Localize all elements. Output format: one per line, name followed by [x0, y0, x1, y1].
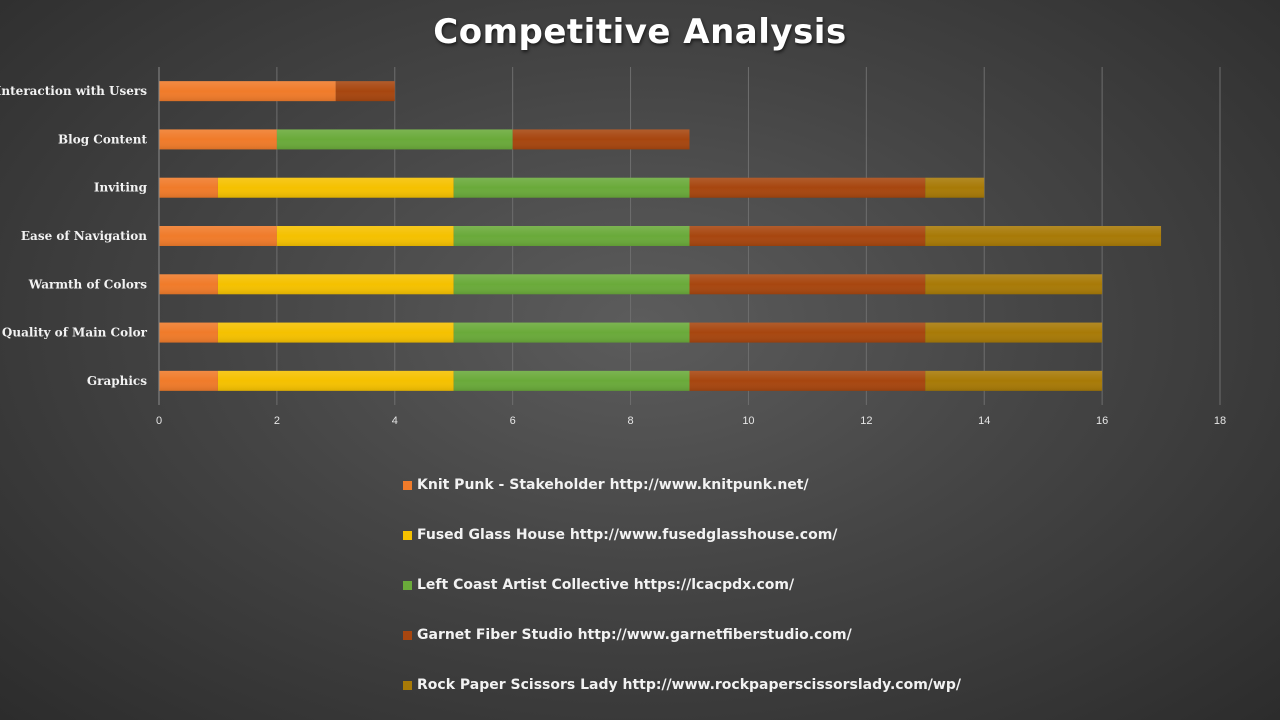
x-tick-label: 12: [860, 415, 872, 427]
bar-segment-shade: [217, 370, 454, 391]
x-tick-label: 6: [510, 415, 516, 427]
bar-segment-shade: [335, 81, 395, 102]
bar-segment-shade: [217, 322, 454, 343]
legend-item: Fused Glass House http://www.fusedglassh…: [403, 522, 961, 572]
bar-segment-shade: [925, 274, 1103, 295]
legend-swatch: [403, 481, 412, 490]
legend-swatch: [403, 631, 412, 640]
legend-item: Left Coast Artist Collective https://lca…: [403, 572, 961, 622]
bar-segment-shade: [689, 322, 926, 343]
category-label: Interaction with Users: [0, 84, 147, 98]
legend-label: Garnet Fiber Studio http://www.garnetfib…: [417, 627, 852, 643]
bar-segment-shade: [276, 129, 513, 150]
legend-item: Garnet Fiber Studio http://www.garnetfib…: [403, 622, 961, 672]
bar-segment-shade: [689, 226, 926, 246]
bar-segment-shade: [159, 129, 277, 150]
bar-segment-shade: [925, 226, 1162, 246]
bar-segment-shade: [276, 226, 454, 246]
bar-segment-shade: [217, 274, 454, 295]
legend-swatch: [403, 581, 412, 590]
legend-label: Left Coast Artist Collective https://lca…: [417, 577, 795, 593]
category-label: Blog Content: [58, 132, 147, 146]
x-tick-label: 0: [156, 415, 162, 427]
legend-label: Knit Punk - Stakeholder http://www.knitp…: [417, 477, 809, 493]
category-label: Inviting: [94, 181, 148, 195]
x-tick-label: 14: [978, 415, 990, 427]
legend: Knit Punk - Stakeholder http://www.knitp…: [403, 472, 961, 720]
bar-segment-shade: [925, 177, 985, 198]
x-tick-label: 16: [1096, 415, 1108, 427]
bar-segment-shade: [159, 226, 277, 246]
category-label: Warmth of Colors: [28, 277, 147, 291]
bar-segment-shade: [217, 177, 454, 198]
category-label: Quality of Main Color: [2, 326, 148, 340]
x-tick-label: 8: [627, 415, 633, 427]
x-tick-label: 10: [742, 415, 754, 427]
bar-segment-shade: [453, 177, 690, 198]
bar-segment-shade: [159, 370, 218, 391]
chart-title: Competitive Analysis: [433, 12, 847, 52]
bar-segment-shade: [159, 81, 336, 102]
bars: [159, 81, 1162, 391]
bar-segment-shade: [453, 274, 690, 295]
category-label: Graphics: [87, 374, 147, 388]
bar-segment-shade: [925, 322, 1103, 343]
bar-segment-shade: [689, 370, 926, 391]
bar-segment-shade: [159, 322, 218, 343]
bar-segment-shade: [453, 370, 690, 391]
x-tick-label: 18: [1214, 415, 1226, 427]
legend-swatch: [403, 531, 412, 540]
legend-item: Knit Punk - Stakeholder http://www.knitp…: [403, 472, 961, 522]
bar-segment-shade: [159, 274, 218, 295]
labels: 0 2 4 6 8 10 12 14 16 18 Interaction with Users Blo…: [0, 84, 1226, 427]
x-tick-label: 4: [392, 415, 398, 427]
bar-segment-shade: [689, 274, 926, 295]
legend-label: Fused Glass House http://www.fusedglassh…: [417, 527, 838, 543]
category-label: Ease of Navigation: [21, 229, 147, 243]
bar-segment-shade: [453, 226, 690, 246]
bar-segment-shade: [453, 322, 690, 343]
legend-swatch: [403, 681, 412, 690]
legend-item: Rock Paper Scissors Lady http://www.rock…: [403, 672, 961, 720]
bar-segment-shade: [159, 177, 218, 198]
legend-label: Rock Paper Scissors Lady http://www.rock…: [417, 677, 961, 693]
bar-segment-shade: [925, 370, 1103, 391]
bar-segment-shade: [512, 129, 690, 150]
bar-segment-shade: [689, 177, 926, 198]
x-tick-label: 2: [274, 415, 280, 427]
